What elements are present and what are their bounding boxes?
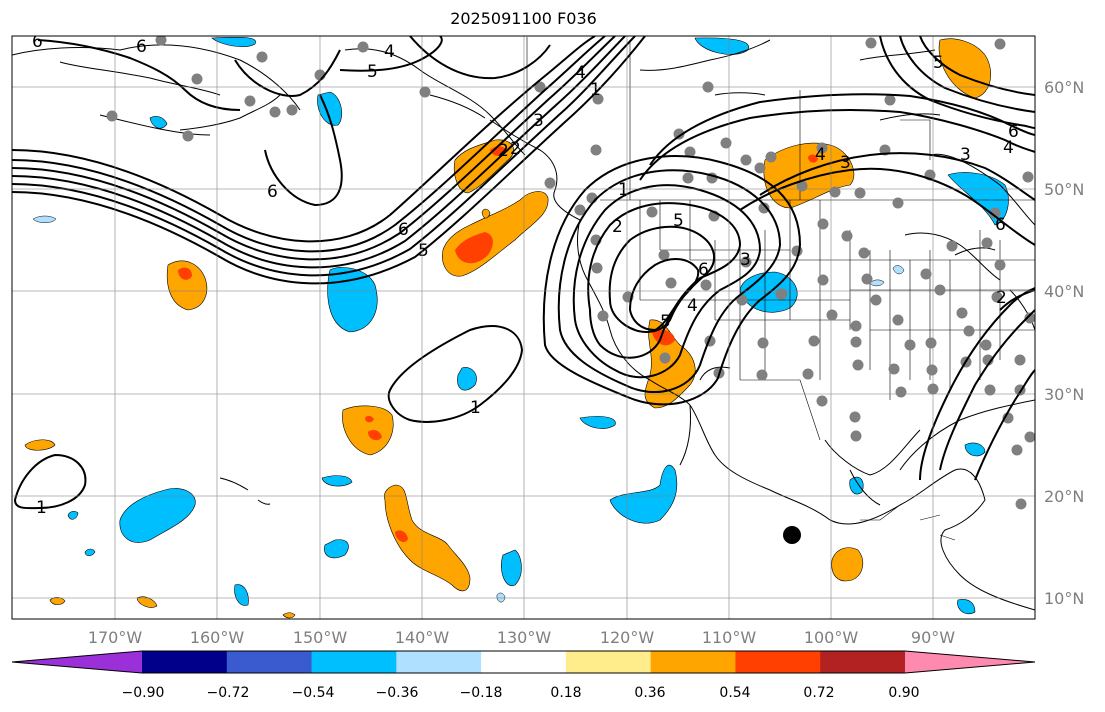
contour-label: 2 <box>498 141 509 161</box>
map-frame <box>11 35 1036 620</box>
lat-tick-label: 20°N <box>1044 487 1084 506</box>
contour-label: 1 <box>590 80 601 100</box>
contour-label: 5 <box>673 211 684 231</box>
contour-label: 4 <box>687 296 698 316</box>
contour-label: 3 <box>533 111 544 131</box>
contour-label: 6 <box>136 37 147 57</box>
lat-tick-label: 30°N <box>1044 385 1084 404</box>
lon-tick-label: 170°W <box>88 628 143 647</box>
colorbar-segment <box>735 651 821 673</box>
contour-label: 2 <box>996 288 1007 308</box>
colorbar-segment <box>142 651 228 673</box>
colorbar-tick-label: −0.54 <box>292 685 335 701</box>
contour-label: 6 <box>267 182 278 202</box>
plot-title: 2025091100 F036 <box>450 9 597 28</box>
contour-label: 1 <box>36 498 47 518</box>
contour-label: 2 <box>510 139 521 159</box>
colorbar-segment <box>311 651 397 673</box>
contour-label: 1 <box>470 398 481 418</box>
contour-label: 3 <box>740 250 751 270</box>
colorbar-tick-labels: −0.90 −0.72 −0.54 −0.36 −0.18 0.18 0.36 … <box>122 685 920 701</box>
colorbar-tick-label: −0.36 <box>376 685 419 701</box>
lon-tick-label: 150°W <box>293 628 348 647</box>
colorbar-segment <box>396 651 482 673</box>
lon-tick-label: 140°W <box>395 628 450 647</box>
colorbar-tick-label: 0.54 <box>719 685 750 701</box>
contour-label: 1 <box>618 180 629 200</box>
gridlines <box>12 36 1035 619</box>
contour-label: 4 <box>575 63 586 83</box>
contour-label: 4 <box>384 42 395 62</box>
contour-label: 5 <box>367 62 378 82</box>
colorbar-segment <box>565 651 652 673</box>
contour-lines <box>12 36 1035 510</box>
colorbar-tick-label: −0.72 <box>207 685 250 701</box>
colorbar-tick-label: 0.72 <box>803 685 834 701</box>
lat-tick-label: 10°N <box>1044 589 1084 608</box>
colorbar-segment <box>481 651 567 673</box>
strong-positive-cores <box>178 146 818 543</box>
lon-tick-label: 100°W <box>804 628 859 647</box>
contour-label: 3 <box>960 145 971 165</box>
contour-label: 5 <box>660 312 671 332</box>
lat-tick-label: 60°N <box>1044 78 1084 97</box>
contour-label: 3 <box>840 153 851 173</box>
lat-tick-label: 50°N <box>1044 180 1084 199</box>
colorbar-extend-high <box>905 651 1035 673</box>
lon-tick-label: 110°W <box>702 628 757 647</box>
contour-label: 6 <box>32 32 43 52</box>
contour-label: 4 <box>815 145 826 165</box>
location-marker <box>783 526 801 544</box>
colorbar-tick-label: 0.36 <box>634 685 665 701</box>
lat-tick-label: 40°N <box>1044 282 1084 301</box>
contour-label: 6 <box>398 220 409 240</box>
colorbar-segment <box>650 651 736 673</box>
contour-label: 6 <box>995 215 1006 235</box>
longitude-labels: 170°W 160°W 150°W 140°W 130°W 120°W 110°… <box>88 628 955 647</box>
light-negative-patches <box>32 215 905 603</box>
contour-label: 4 <box>1003 138 1014 158</box>
colorbar-segment <box>820 651 906 673</box>
colorbar-tick-label: −0.18 <box>460 685 503 701</box>
colorbar-tick-label: −0.90 <box>122 685 165 701</box>
lon-tick-label: 120°W <box>600 628 655 647</box>
contour-labels: 6 6 6 4 5 6 5 4 3 2 1 1 2 3 4 5 6 6 5 4 … <box>32 32 1019 518</box>
contour-label: 2 <box>612 217 623 237</box>
colorbar-tick-label: 0.90 <box>888 685 919 701</box>
colorbar-segment <box>226 651 313 673</box>
contour-label: 5 <box>933 53 944 73</box>
colorbar-tick-label: 0.18 <box>550 685 581 701</box>
lon-tick-label: 130°W <box>497 628 552 647</box>
lon-tick-label: 90°W <box>911 628 955 647</box>
contour-label: 5 <box>418 241 429 261</box>
colorbar-outline <box>11 650 1036 674</box>
colorbar-extend-low <box>12 651 142 673</box>
lon-tick-label: 160°W <box>190 628 245 647</box>
contour-label: 6 <box>1008 122 1019 142</box>
colorbar <box>11 650 1036 674</box>
latitude-labels: 60°N 50°N 40°N 30°N 20°N 10°N <box>1044 78 1084 608</box>
contour-label: 6 <box>698 260 709 280</box>
